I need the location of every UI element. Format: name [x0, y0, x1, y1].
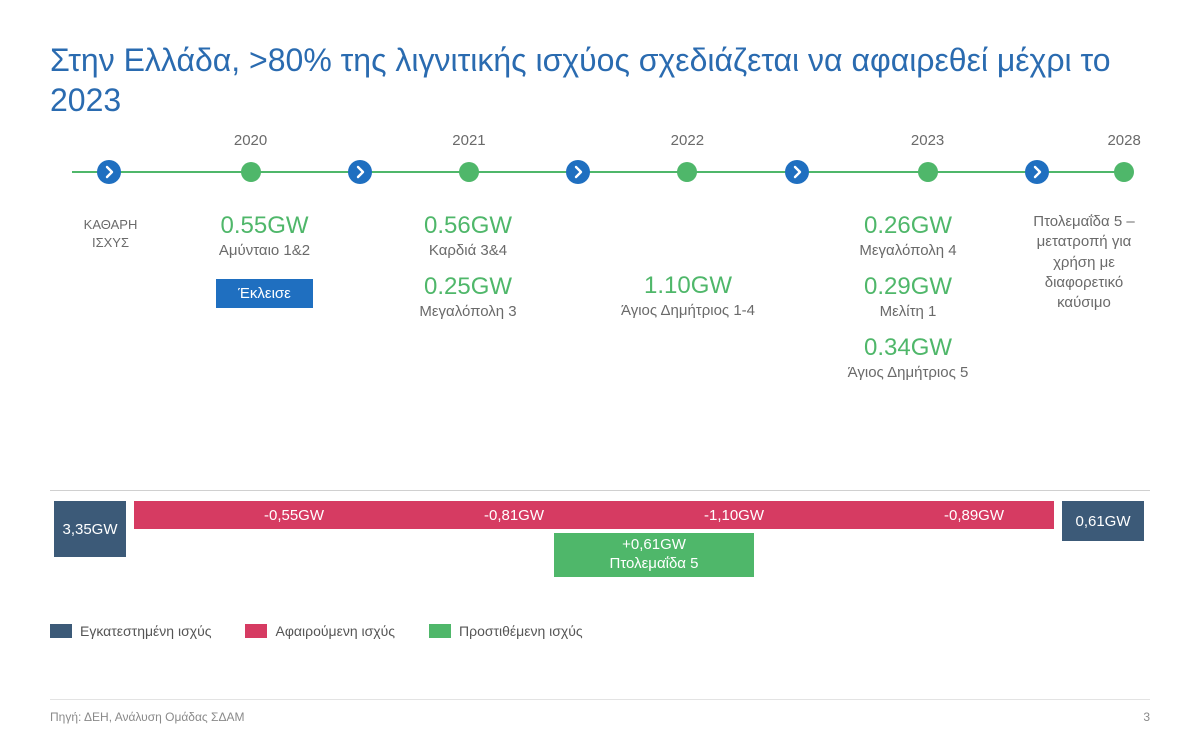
legend-item: Αφαιρούμενη ισχύς	[245, 623, 395, 639]
capacity-value: 1.10GW	[584, 272, 792, 300]
footer: Πηγή: ΔΕΗ, Ανάλυση Ομάδας ΣΔΑΜ 3	[50, 699, 1150, 724]
legend-swatch	[50, 624, 72, 638]
timeline-node	[1114, 162, 1134, 182]
plant-name: Μεγαλόπολη 4	[804, 242, 1012, 259]
legend-swatch	[245, 624, 267, 638]
closed-badge: Έκλεισε	[216, 279, 313, 308]
columns: ΚΑΘΑΡΗΙΣΧΥΣ 0.55GW Αμύνταιο 1&2 Έκλεισε 0.56…	[50, 212, 1150, 472]
capacity-value: 0.29GW	[804, 273, 1012, 301]
legend-label: Εγκατεστημένη ισχύς	[80, 623, 211, 639]
column: 0.26GW Μεγαλόπολη 4 0.29GW Μελίτη 1 0.34GW Άγ…	[798, 212, 1018, 472]
bar-segment: +0,61GWΠτολεμαΐδα 5	[554, 533, 754, 577]
footer-page: 3	[1143, 710, 1150, 724]
chevron-right-icon	[1024, 159, 1050, 185]
capacity-value: 0.25GW	[364, 273, 572, 301]
legend: Εγκατεστημένη ισχύς Αφαιρούμενη ισχύς Προσ…	[50, 623, 1150, 639]
timeline-node	[677, 162, 697, 182]
timeline-year: 2028	[1107, 132, 1140, 149]
bar-segment-label: -0,89GW	[894, 501, 1054, 529]
chevron-right-icon	[96, 159, 122, 185]
capacity-value: 0.26GW	[804, 212, 1012, 240]
footer-source: Πηγή: ΔΕΗ, Ανάλυση Ομάδας ΣΔΑΜ	[50, 710, 244, 724]
bar-segment-label: -1,10GW	[654, 501, 814, 529]
timeline-line	[72, 171, 1128, 173]
plant-name: Άγιος Δημήτριος 5	[804, 364, 1012, 381]
timeline-year: 2020	[234, 132, 267, 149]
bar-segment-label: -0,81GW	[434, 501, 594, 529]
side-label: ΚΑΘΑΡΗΙΣΧΥΣ	[56, 212, 165, 251]
chevron-right-icon	[347, 159, 373, 185]
column: ΚΑΘΑΡΗΙΣΧΥΣ	[50, 212, 171, 472]
bar-segment: 3,35GW	[54, 501, 126, 557]
capacity-value: 0.56GW	[364, 212, 572, 240]
timeline-node	[241, 162, 261, 182]
timeline: 20202021202220232028	[54, 150, 1146, 194]
bar-segment-label: -0,55GW	[214, 501, 374, 529]
legend-label: Αφαιρούμενη ισχύς	[275, 623, 395, 639]
legend-swatch	[429, 624, 451, 638]
timeline-node	[918, 162, 938, 182]
slide: Στην Ελλάδα, >80% της λιγνιτικής ισχύος …	[0, 0, 1200, 750]
plant-name: Καρδιά 3&4	[364, 242, 572, 259]
legend-item: Εγκατεστημένη ισχύς	[50, 623, 211, 639]
chevron-right-icon	[565, 159, 591, 185]
legend-label: Προστιθέμενη ισχύς	[459, 623, 583, 639]
timeline-year: 2023	[911, 132, 944, 149]
capacity-value: 0.34GW	[804, 334, 1012, 362]
plant-name: Μεγαλόπολη 3	[364, 303, 572, 320]
chevron-right-icon	[784, 159, 810, 185]
plant-name: Άγιος Δημήτριος 1-4	[584, 302, 792, 319]
note-2028: Πτολεμαΐδα 5 – μετατροπή για χρήση με δι…	[1024, 212, 1144, 313]
column: 0.55GW Αμύνταιο 1&2 Έκλεισε	[171, 212, 358, 472]
slide-title: Στην Ελλάδα, >80% της λιγνιτικής ισχύος …	[50, 40, 1150, 120]
legend-item: Προστιθέμενη ισχύς	[429, 623, 583, 639]
column: 1.10GW Άγιος Δημήτριος 1-4	[578, 212, 798, 472]
divider	[50, 490, 1150, 491]
timeline-year: 2021	[452, 132, 485, 149]
column: 0.56GW Καρδιά 3&4 0.25GW Μεγαλόπολη 3	[358, 212, 578, 472]
capacity-value: 0.55GW	[177, 212, 352, 240]
timeline-year: 2022	[671, 132, 704, 149]
bar-segment: 0,61GW	[1062, 501, 1144, 541]
column: Πτολεμαΐδα 5 – μετατροπή για χρήση με δι…	[1018, 212, 1150, 472]
timeline-node	[459, 162, 479, 182]
capacity-bar: 3,35GW -0,55GW -0,81GW -1,10GW -0,89GW +0,61G…	[54, 501, 1146, 601]
plant-name: Μελίτη 1	[804, 303, 1012, 320]
plant-name: Αμύνταιο 1&2	[177, 242, 352, 259]
